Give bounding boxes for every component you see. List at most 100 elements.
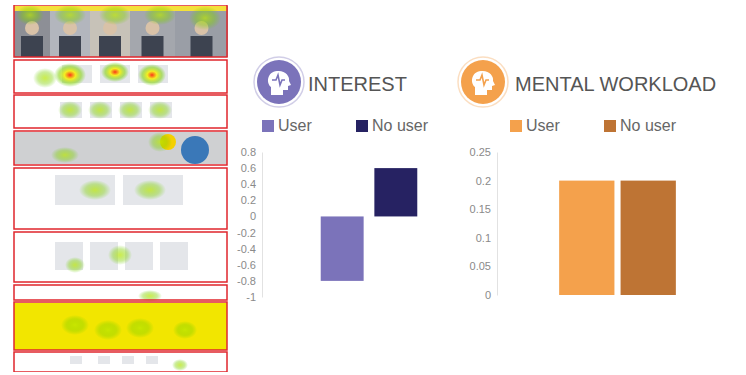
page-thumbnail [13,5,228,372]
icon-ring [254,57,304,107]
legend: UserNo user [510,117,677,134]
bar [321,216,364,280]
y-tick: 0.05 [470,260,497,272]
heat-spot [94,320,122,340]
content-block [123,175,183,205]
legend-swatch [604,120,616,132]
footer-section [14,303,227,350]
heat-spot [148,101,172,119]
y-tick-label: 0.1 [476,232,491,244]
icon-circle [461,60,505,104]
y-axis-line [262,153,263,298]
y-tick: 0.2 [476,175,497,187]
section-frame [14,60,227,93]
heat-spot [148,132,172,152]
content-block [55,175,115,205]
heat-spot [173,321,197,339]
bars [321,168,418,281]
y-axis-line [497,153,498,296]
icon-head [268,71,291,95]
chart-0: INTERESTUserNo user-1-0.8-0.6-0.4-0.200.… [237,57,429,303]
section-frame [14,232,227,282]
heat-spot [108,245,132,265]
y-tick-label: 0 [485,289,491,301]
content-block [146,356,158,364]
heat-spot [54,5,86,25]
section-frame [14,352,227,372]
icon-pulse [476,75,489,85]
heat-spot [118,101,142,119]
y-tick-label: 0.6 [241,162,256,174]
heat-spot [58,101,82,119]
y-tick-label: 0.2 [241,194,256,206]
heat-spot [189,6,221,30]
header-photo [130,6,175,57]
header-photo [50,6,90,57]
section-frame [14,302,227,350]
heat-spot [65,257,85,273]
y-tick: -1 [246,291,262,303]
header-person [99,36,121,57]
y-tick: 0.25 [470,146,497,158]
legend-item: No user [356,117,429,134]
y-tick: 0 [250,210,262,222]
y-tick-label: -1 [246,291,256,303]
chart-title: MENTAL WORKLOAD [515,73,716,95]
y-tick: 0.4 [241,178,262,190]
content-block [98,356,110,364]
legend-swatch [510,120,522,132]
chart-canvas: INTERESTUserNo user-1-0.8-0.6-0.4-0.200.… [0,0,746,375]
y-tick-label: 0.4 [241,178,256,190]
bar [559,181,614,295]
header-person [59,36,81,57]
content-block [160,242,188,270]
heat-spot [79,180,111,200]
heat-spot [88,101,112,119]
y-axis: -1 -0.8 -0.6 -0.4 -0.2 0 0.2 0.4 0.6 0.8 [237,146,262,303]
heat-spot [33,68,57,88]
bar [374,168,417,216]
bars [559,181,676,295]
y-tick: 0.2 [241,194,262,206]
header-photo [90,6,130,57]
y-tick-label: 0.05 [470,260,491,272]
legend-swatch [356,120,368,132]
y-tick: -0.6 [237,259,262,271]
chart-icon [254,57,304,107]
legend-label: No user [372,117,429,134]
heat-spot [172,359,188,371]
banner-section [14,132,227,164]
y-tick-label: -0.2 [237,227,256,239]
icon-ring [458,57,508,107]
y-tick: 0.6 [241,162,262,174]
y-tick-label: 0.25 [470,146,491,158]
content-block [122,356,134,364]
y-tick: 0.8 [241,146,262,158]
header-photo [14,6,50,57]
y-tick-label: 0.15 [470,203,491,215]
banner-person [181,136,209,164]
y-tick: -0.2 [237,227,262,239]
icon-circle [257,60,301,104]
header-person [21,36,43,57]
icon-head [472,71,495,95]
heat-spot [16,5,44,25]
chart-1: MENTAL WORKLOAD UserNo user 0 0.05 0.1 0.15 0.… [458,57,716,301]
y-tick-label: -0.8 [237,275,256,287]
y-tick: -0.8 [237,275,262,287]
y-tick: -0.4 [237,243,262,255]
section-frame [14,131,227,165]
header-person [142,36,164,57]
y-tick-label: 0 [250,210,256,222]
section-frame [14,168,227,229]
y-tick-label: -0.4 [237,243,256,255]
legend-item: User [510,117,560,134]
heat-spot [138,64,166,86]
heat-spot [54,63,86,87]
heat-spot [144,5,176,25]
heat-spot [99,5,131,25]
header-person [191,36,213,57]
heat-spot [134,180,166,200]
y-axis: 0 0.05 0.1 0.15 0.2 0.25 [470,146,498,301]
heat-spot [126,318,154,338]
